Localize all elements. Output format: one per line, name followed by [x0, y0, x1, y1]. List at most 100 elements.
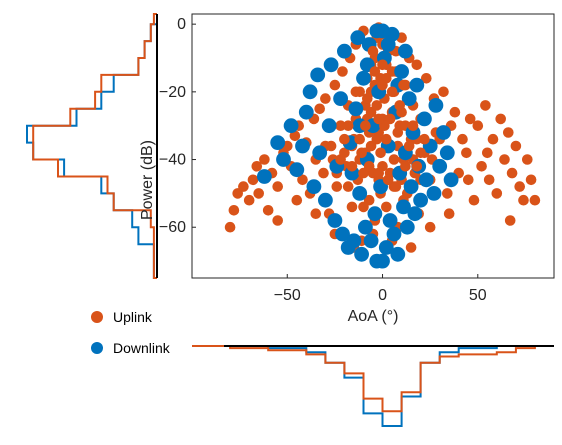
plot-frame: [191, 13, 555, 279]
scatter-point-uplink-front: [356, 147, 367, 159]
scatter-point-uplink-front: [403, 140, 415, 152]
scatter-point-uplink: [331, 181, 343, 192]
aoa-histogram-downlink: [192, 345, 554, 427]
scatter-point-downlink: [283, 118, 299, 134]
scatter-point-uplink-front: [394, 100, 406, 111]
scatter-point-downlink: [409, 77, 425, 93]
scatter-point-uplink-front: [415, 147, 426, 159]
scatter-point-downlink: [337, 43, 352, 59]
scatter-point-downlink: [295, 138, 310, 154]
scatter-point-downlink: [443, 172, 459, 188]
scatter-point-downlink: [401, 91, 417, 106]
x-tick-label: 0: [378, 287, 387, 304]
scatter-point-uplink: [381, 201, 392, 213]
x-axis-label: AoA (°): [348, 308, 399, 325]
scatter-point-uplink-front: [346, 161, 358, 172]
scatter-point-uplink: [499, 154, 510, 165]
scatter-point-uplink: [335, 120, 346, 131]
scatter-point-uplink-front: [335, 154, 346, 165]
scatter-point-downlink: [418, 172, 434, 188]
y-axis-label: Power (dB): [139, 140, 156, 220]
scatter-point-uplink-front: [354, 133, 366, 145]
scatter-point-downlink: [439, 145, 455, 161]
legend-label-downlink: Downlink: [113, 340, 171, 356]
scatter-point-uplink-front: [365, 140, 377, 152]
scatter-point-uplink: [358, 201, 369, 213]
scatter-point-downlink: [321, 118, 337, 134]
scatter-point-uplink: [476, 161, 487, 172]
scatter-point-downlink: [398, 43, 413, 59]
scatter-point-uplink: [487, 133, 499, 145]
scatter-point-uplink: [411, 59, 423, 71]
scatter-point-downlink: [298, 104, 314, 120]
scatter-point-uplink: [506, 167, 518, 179]
scatter-point-uplink: [424, 221, 436, 233]
scatter-point-downlink: [375, 253, 390, 269]
scatter-point-downlink: [432, 158, 448, 174]
scatter-point-uplink-front: [371, 100, 383, 111]
scatter-point-uplink: [461, 147, 472, 159]
scatter-point-uplink-front: [419, 133, 430, 145]
scatter-point-uplink: [253, 188, 264, 199]
scatter-point-uplink-front: [386, 86, 398, 98]
scatter-point-uplink-front: [382, 174, 394, 186]
power-histogram-uplink: [32, 13, 157, 279]
scatter-point-downlink: [257, 169, 272, 184]
scatter-point-downlink: [323, 57, 339, 73]
scatter-point-uplink: [320, 93, 331, 104]
scatter-point-uplink: [495, 113, 507, 125]
scatter-point-uplink: [342, 181, 354, 192]
scatter-points: [224, 22, 541, 269]
scatter-point-downlink: [318, 192, 333, 208]
scatter-point-uplink: [243, 194, 255, 206]
legend-label-uplink: Uplink: [113, 309, 153, 325]
scatter-point-downlink: [407, 206, 423, 222]
scatter-point-downlink: [367, 206, 383, 222]
scatter-point-uplink-front: [342, 120, 354, 131]
scatter-point-uplink: [438, 86, 449, 98]
power-histogram: [26, 13, 158, 279]
legend-marker-downlink: [91, 342, 103, 354]
scatter-point-downlink: [403, 179, 419, 195]
scatter-point-uplink: [522, 154, 533, 165]
scatter-point-downlink: [306, 179, 322, 195]
scatter-point-downlink: [396, 199, 411, 215]
scatter-point-uplink: [272, 181, 284, 192]
scatter-point-uplink-front: [392, 127, 404, 138]
scatter-point-uplink: [463, 174, 474, 186]
scatter-point-uplink: [504, 215, 516, 226]
scatter-point-uplink-front: [350, 86, 362, 98]
scatter-point-downlink: [327, 213, 343, 228]
power-histogram-downlink: [26, 14, 158, 279]
scatter-point-downlink: [417, 111, 432, 127]
scatter-point-uplink: [262, 205, 274, 216]
x-axis-ticks: −50 0 50: [274, 274, 487, 304]
scatter-point-uplink: [346, 201, 358, 213]
scatter-point-uplink-front: [398, 79, 409, 91]
scatter-point-downlink: [350, 30, 366, 46]
scatter-point-uplink-front: [388, 154, 400, 165]
scatter-point-downlink: [346, 233, 362, 249]
scatter-point-uplink-front: [339, 133, 350, 145]
scatter-point-downlink: [270, 135, 286, 151]
scatter-point-downlink: [348, 101, 364, 117]
scatter-point-downlink: [312, 145, 328, 161]
scatter-point-uplink: [464, 113, 476, 125]
scatter-point-uplink: [224, 221, 236, 233]
scatter-point-downlink: [356, 70, 371, 86]
scatter-point-uplink-front: [411, 161, 423, 172]
scatter-point-downlink: [363, 233, 379, 249]
scatter-point-uplink: [483, 174, 495, 186]
scatter-point-uplink: [449, 106, 461, 118]
scatter-point-uplink: [238, 181, 249, 192]
scatter-point-downlink: [378, 240, 394, 255]
scatter-point-uplink-front: [377, 79, 388, 91]
scatter-point-uplink-front: [390, 181, 402, 192]
scatter-point-uplink-front: [373, 113, 385, 125]
scatter-point-downlink: [276, 152, 291, 167]
scatter-point-downlink: [390, 246, 406, 262]
scatter-point-uplink: [314, 103, 326, 115]
x-tick-label: 50: [469, 287, 487, 304]
scatter-point-downlink: [352, 186, 368, 201]
legend-marker-uplink: [91, 311, 103, 323]
